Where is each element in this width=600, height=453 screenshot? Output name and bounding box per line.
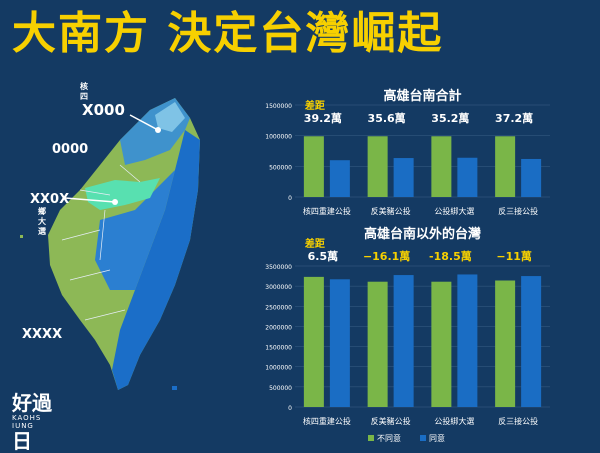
x-tick-label: 核四重建公投 [303,416,351,426]
bar-annotation: 39.2萬 [304,111,342,125]
bar-disagree [303,136,324,197]
y-tick-label: 500000 [269,385,292,392]
bar-disagree [431,281,452,407]
map-label-top-value: X000 [82,101,125,119]
y-tick-label: 1000000 [265,365,292,372]
bar-agree [329,279,350,407]
x-tick-label: 核四重建公投 [303,206,351,216]
logo-line1: 好過 [12,391,52,415]
bar-annotation: 37.2萬 [495,111,533,125]
chart-title: 高雄台南以外的台灣 [364,226,481,242]
bar-disagree [431,136,452,197]
map-label-west-small: 鄉大選 [38,207,46,236]
chart-title: 高雄台南合計 [383,88,461,104]
map-central-region [95,170,175,290]
bar-disagree [303,276,324,407]
y-tick-label: 3500000 [265,264,292,271]
chart-kaohsiung-tainan: 高雄台南合計 0 500000 1000000 1500000 核四重建公投 39.2萬反美… [265,88,550,216]
x-tick-label: 反三接公投 [498,206,538,216]
page-title: 大南方 決定台灣崛起 [12,8,444,59]
bar-annotation: 35.2萬 [431,111,469,125]
map-pointer-line [64,197,116,203]
y-tick-label: 3000000 [265,284,292,291]
map-label-top-small: 核四 [80,82,88,101]
x-tick-label: 反美豬公投 [371,206,411,216]
bar-disagree [367,136,388,197]
legend-swatch [420,435,426,441]
map-pointer-dot [155,127,161,133]
logo-line2: 日 [12,429,32,453]
bar-agree [521,158,542,197]
map-east-region [112,130,200,390]
bar-annotation: 35.6萬 [368,111,406,125]
map-label-south-value: XXXX [22,327,63,342]
x-tick-label: 反美豬公投 [371,416,411,426]
map-county-lines [61,164,141,321]
bar-annotation: 6.5萬 [308,249,339,263]
map-label-west-value: XX0X [30,192,70,207]
map-north-tip [155,102,185,132]
gap-label: 差距 [305,237,325,250]
bar-agree [329,160,350,197]
legend-label: 同意 [429,433,445,443]
legend-label: 不同意 [377,433,401,443]
y-tick-label: 2000000 [265,324,292,331]
map-label-mid-value: 0000 [52,142,89,157]
y-tick-label: 0 [288,405,292,412]
x-tick-label: 反三接公投 [498,416,538,426]
x-tick-label: 公投綁大選 [434,206,474,216]
bar-agree [457,274,478,407]
bar-agree [393,275,414,407]
y-tick-label: 1000000 [265,134,292,141]
bar-disagree [495,136,516,197]
chart-rest-of-taiwan: 高雄台南以外的台灣 0 500000 1000000 1500000 2000000 250… [265,226,550,443]
y-tick-label: 1500000 [265,345,292,352]
gap-label: 差距 [305,99,325,112]
taiwan-map [20,98,200,390]
bar-annotation: -18.5萬 [429,249,472,263]
y-tick-label: 500000 [269,164,292,171]
map-island [20,235,23,238]
map-pointer-dot [112,199,118,205]
logo: 好過 KAOHSIUNG 日 [12,391,58,452]
legend-swatch [368,435,374,441]
y-tick-label: 1500000 [265,103,292,110]
map-island [172,386,177,390]
x-tick-label: 公投綁大選 [434,416,474,426]
logo-sub: KAOHSIUNG [12,414,42,430]
bar-disagree [367,281,388,407]
map-pointer-line [129,114,159,131]
bar-annotation: −16.1萬 [363,249,410,263]
bar-disagree [495,280,516,407]
y-tick-label: 2500000 [265,304,292,311]
bar-annotation: −11萬 [496,249,532,263]
map-highlight-county [85,178,160,210]
bar-agree [521,276,542,407]
bar-agree [393,158,414,197]
charts-area: 高雄台南合計 0 500000 1000000 1500000 核四重建公投 39.2萬反美… [265,88,550,443]
bar-agree [457,157,478,197]
y-tick-label: 0 [288,195,292,202]
